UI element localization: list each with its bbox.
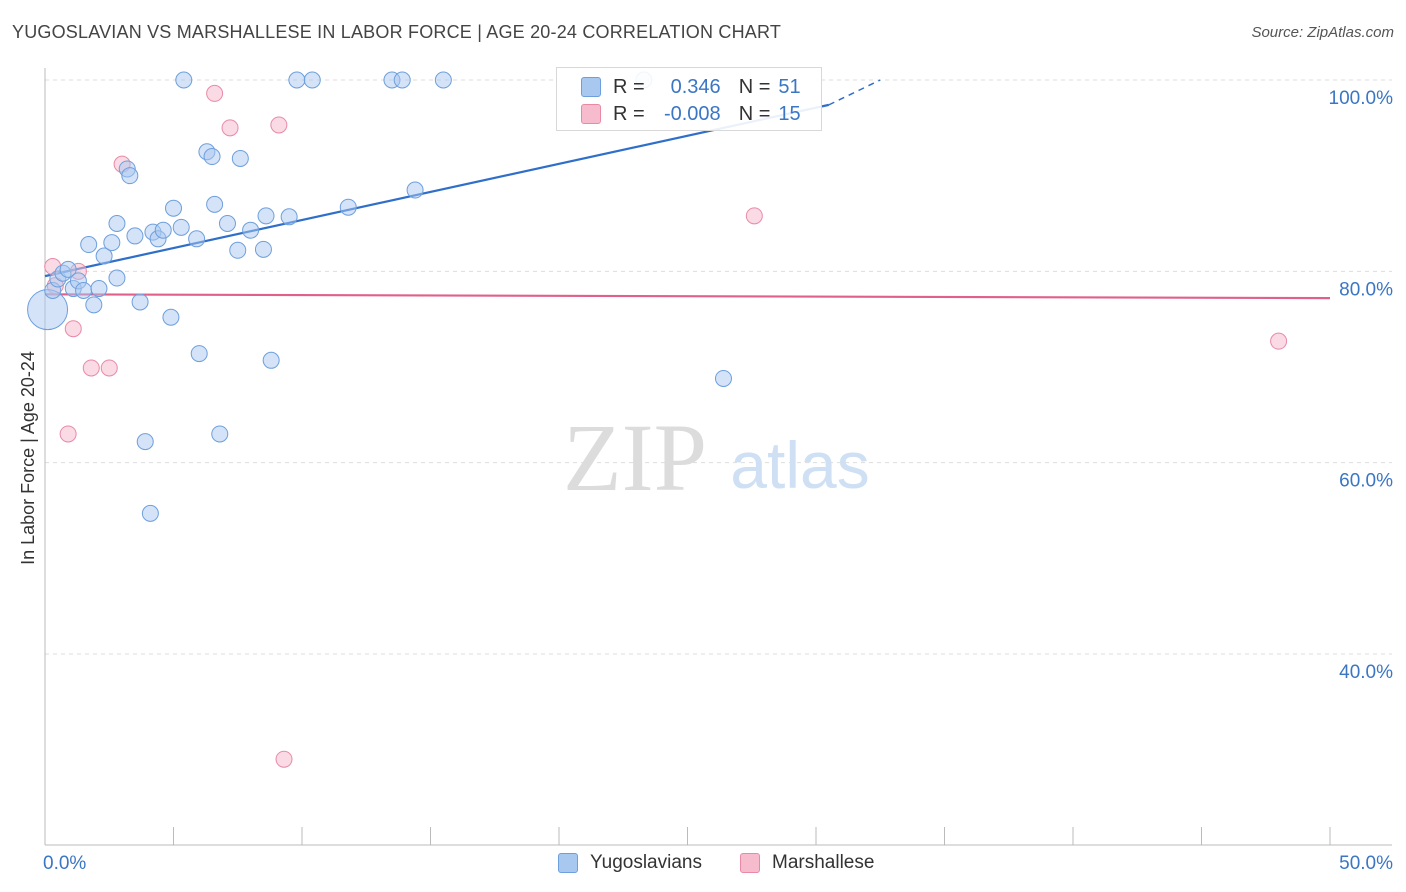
r-label: R = — [613, 102, 645, 125]
n-value: 51 — [778, 75, 801, 98]
yugoslavian-point — [211, 425, 229, 443]
blue-swatch-icon — [581, 77, 601, 97]
legend-item-marshallese[interactable]: Marshallese — [740, 852, 874, 874]
yugoslavian-point — [406, 181, 424, 199]
yugoslavian-point — [59, 260, 77, 278]
grid-layer — [45, 79, 1392, 655]
yugoslavian-point — [108, 269, 126, 287]
y-tick-label: 80.0% — [1339, 279, 1393, 300]
source-credit: Source: ZipAtlas.com — [1251, 24, 1394, 41]
marshallese-point — [270, 116, 288, 134]
n-value: 15 — [778, 102, 801, 125]
yugoslavian-point — [154, 221, 172, 239]
yugoslavian-point — [75, 281, 93, 299]
r-value: -0.008 — [663, 102, 721, 125]
marshallese-point — [82, 359, 100, 377]
yugoslavian-point — [231, 149, 249, 167]
legend-label: Yugoslavians — [590, 852, 702, 873]
y-axis-label: In Labor Force | Age 20-24 — [18, 351, 38, 565]
axes-layer — [44, 68, 1392, 846]
yugoslavian-point — [254, 240, 272, 258]
trend-layer — [44, 79, 1331, 300]
yugoslavian-point — [229, 241, 247, 259]
yugoslavian-point — [303, 71, 321, 89]
watermark: ZIP atlas — [563, 404, 870, 511]
r-label: R = — [613, 75, 645, 98]
marshallese-point — [275, 750, 293, 768]
legend-item-yugoslavians[interactable]: Yugoslavians — [558, 852, 702, 874]
yugoslavian-point — [434, 71, 452, 89]
legend-row-yugoslavians: R = 0.346 N = 51 — [581, 74, 801, 100]
pink-swatch-icon — [740, 853, 760, 873]
yugoslavian-point — [218, 215, 236, 232]
labels-layer: 100.0% 80.0% 60.0% 40.0% 0.0% 50.0% — [43, 88, 1393, 874]
yugoslavian-point — [141, 504, 159, 522]
y-tick-label: 40.0% — [1339, 662, 1393, 683]
yugoslavian-point — [80, 236, 98, 254]
yugoslavian-point — [165, 199, 182, 217]
marshallese-point — [745, 207, 763, 225]
yugoslavian-point — [242, 221, 260, 239]
yugoslavian-trend-line — [44, 103, 830, 278]
yugoslavian-point — [172, 218, 190, 236]
yugoslavian-point — [103, 234, 121, 252]
n-label: N = — [738, 75, 771, 98]
x-tick-label: 0.0% — [43, 853, 86, 874]
yugoslavian-point — [288, 71, 306, 89]
points-layer — [27, 71, 1288, 768]
yugoslavian-point — [714, 369, 732, 387]
watermark-atlas: atlas — [730, 428, 869, 502]
yugoslavian-point — [257, 207, 275, 225]
r-value: 0.346 — [670, 75, 721, 98]
pink-swatch-icon — [581, 104, 601, 124]
yugoslavian-point — [393, 71, 411, 89]
marshallese-point — [64, 320, 82, 338]
marshallese-point — [221, 119, 239, 137]
yugoslavian-point — [126, 227, 144, 245]
y-tick-label: 100.0% — [1329, 88, 1394, 109]
watermark-zip: ZIP — [563, 404, 707, 511]
y-tick-label: 60.0% — [1339, 471, 1393, 492]
yugoslavian-point — [90, 280, 108, 298]
marshallese-point — [206, 84, 224, 102]
yugoslavian-point — [206, 195, 224, 213]
yugoslavian-point — [108, 215, 126, 232]
yugoslavian-point — [95, 247, 113, 265]
stats-legend: R = 0.346 N = 51 R = -0.008 N = 15 — [556, 67, 822, 131]
yugoslavian-point — [262, 351, 280, 369]
marshallese-trend-line — [44, 293, 1331, 300]
yugoslavian-point — [136, 433, 154, 451]
marshallese-point — [1270, 332, 1288, 350]
n-label: N = — [738, 102, 771, 125]
yugoslavian-point — [85, 296, 103, 314]
yugoslavian-point — [190, 345, 208, 363]
marshallese-point — [59, 425, 77, 443]
blue-swatch-icon — [558, 853, 578, 873]
yugoslavian-point — [121, 167, 139, 185]
yugoslavian-point — [188, 230, 206, 248]
yugoslavian-point — [162, 308, 180, 326]
legend-label: Marshallese — [772, 852, 875, 873]
legend-row-marshallese: R = -0.008 N = 15 — [581, 101, 801, 127]
yugoslavian-trend-extension — [828, 79, 881, 106]
yugoslavian-point — [175, 71, 193, 89]
x-tick-label: 50.0% — [1339, 853, 1393, 874]
yugoslavian-point — [203, 148, 221, 166]
yugoslavian-point — [339, 198, 357, 216]
chart-title: YUGOSLAVIAN VS MARSHALLESE IN LABOR FORC… — [12, 22, 782, 42]
yugoslavian-point — [280, 208, 298, 226]
marshallese-point — [100, 359, 118, 377]
yugoslavian-point — [131, 293, 149, 311]
